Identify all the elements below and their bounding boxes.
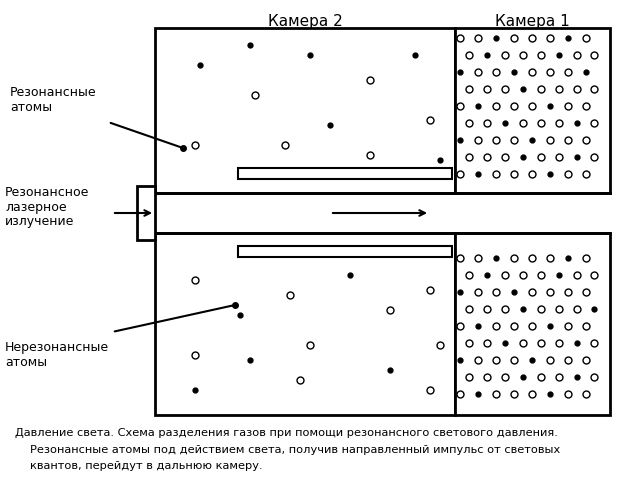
Bar	[238, 246, 452, 257]
Bar	[155, 28, 455, 193]
Bar	[455, 233, 610, 415]
Text: квантов, перейдут в дальнюю камеру.: квантов, перейдут в дальнюю камеру.	[30, 461, 262, 471]
Bar	[137, 186, 155, 240]
Bar	[455, 28, 610, 193]
Bar	[155, 233, 455, 415]
Text: Резонансное
лазерное
излучение: Резонансное лазерное излучение	[5, 185, 90, 228]
Text: Камера 1: Камера 1	[495, 14, 570, 29]
Bar	[238, 168, 452, 179]
Text: Нерезонансные
атомы: Нерезонансные атомы	[5, 341, 109, 369]
Text: Давление света. Схема разделения газов при помощи резонансного светового давлени: Давление света. Схема разделения газов п…	[15, 428, 558, 438]
Text: Резонансные атомы под действием света, получив направленный импульс от световых: Резонансные атомы под действием света, п…	[30, 445, 560, 455]
Text: Резонансные
атомы: Резонансные атомы	[10, 86, 97, 114]
Text: Камера 2: Камера 2	[268, 14, 342, 29]
